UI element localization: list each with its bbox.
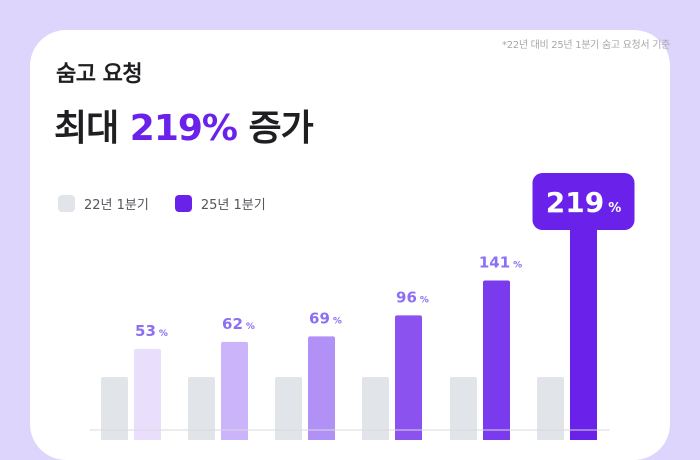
highlight-callout: 219%: [532, 173, 635, 239]
title-line-1: 숨고 요청: [56, 62, 143, 87]
legend: 22년 1분기 25년 1분기: [58, 194, 292, 213]
legend-swatch-22: [58, 195, 75, 212]
bar-22-1: [188, 377, 215, 440]
bar-25-2: [308, 336, 335, 440]
callout-pointer: [575, 229, 592, 239]
legend-label-22: 22년 1분기: [84, 198, 149, 213]
value-label-0: 53%: [135, 322, 168, 340]
bar-25-4: [483, 280, 510, 440]
footnote: *22년 대비 25년 1분기 숨고 요청서 기준: [502, 40, 670, 51]
legend-item-22: 22년 1분기: [58, 194, 149, 213]
bar-22-2: [275, 377, 302, 440]
value-label-1: 62%: [222, 315, 255, 333]
legend-item-25: 25년 1분기: [174, 194, 266, 213]
bar-25-1: [221, 341, 248, 440]
legend-label-25: 25년 1분기: [200, 198, 266, 213]
bar-22-5: [537, 377, 564, 440]
bar-22-3: [362, 377, 389, 440]
value-label-5: 219%: [546, 186, 621, 219]
value-label-3: 96%: [396, 288, 429, 306]
bar-chart: 53 % 62% 69 % 96 % 141 % 219%: [90, 173, 635, 440]
bar-22-4: [450, 377, 477, 440]
title-highlight: 219%: [129, 108, 238, 149]
title-suffix: 증가: [237, 108, 314, 149]
value-label-2: 69%: [309, 309, 342, 327]
bar-25-3: [395, 315, 422, 440]
title-prefix: 최대: [54, 108, 130, 149]
callout-bubble: [532, 173, 635, 230]
bar-25-5: [570, 219, 597, 440]
bar-25-0: [134, 348, 161, 440]
value-label-4: 141%: [479, 253, 522, 271]
bar-22-0: [101, 377, 128, 440]
legend-swatch-25: [174, 195, 192, 212]
title-line-2: 최대 219% 증가: [54, 99, 314, 151]
